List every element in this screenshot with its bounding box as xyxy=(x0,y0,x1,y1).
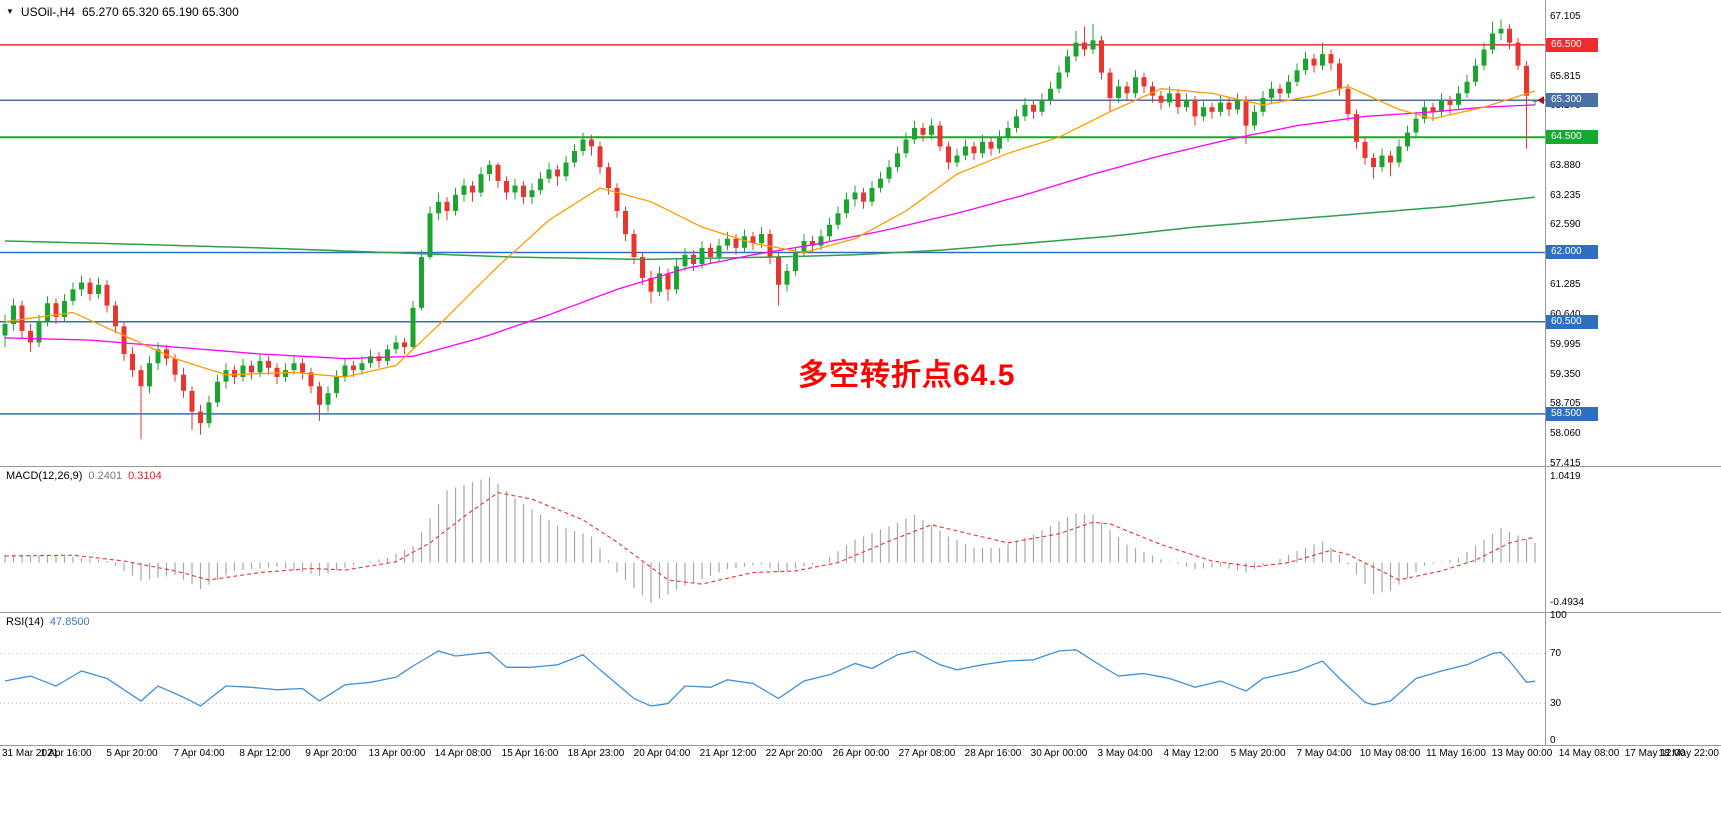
time-axis-label: 18 Apr 23:00 xyxy=(567,748,625,759)
price-axis-label: 65.815 xyxy=(1550,70,1581,82)
price-axis-label: 58.060 xyxy=(1550,428,1581,440)
time-axis-label: 30 Apr 00:00 xyxy=(1030,748,1088,759)
rsi-axis-label: 30 xyxy=(1550,697,1562,709)
ohlc-readout: 65.270 65.320 65.190 65.300 xyxy=(81,5,239,19)
price-axis-label: 57.415 xyxy=(1550,458,1581,469)
price-axis-label: 59.350 xyxy=(1550,368,1581,380)
time-axis-label: 18 May 22:00 xyxy=(1658,748,1719,759)
ma-slow-green-line xyxy=(4,196,1536,261)
time-axis-label: 8 Apr 12:00 xyxy=(239,748,291,759)
macd-main-value: 0.2401 xyxy=(88,470,123,482)
time-axis-label: 21 Apr 12:00 xyxy=(699,748,757,759)
price-axis-label: 62.590 xyxy=(1550,219,1581,231)
time-axis-label: 11 May 16:00 xyxy=(1426,748,1486,759)
time-axis-label: 22 Apr 20:00 xyxy=(765,748,823,759)
macd-histogram xyxy=(4,476,1536,603)
price-axis-label: 58.705 xyxy=(1550,398,1581,410)
price-badge-58.500: 58.500 xyxy=(1546,406,1598,421)
time-axis-label: 5 Apr 20:00 xyxy=(106,748,158,759)
chart-header: ▼ USOil-,H4 65.270 65.320 65.190 65.300 xyxy=(6,5,239,19)
rsi-axis-label: 70 xyxy=(1550,647,1562,659)
time-axis-label: 20 Apr 04:00 xyxy=(633,748,691,759)
time-axis-label: 3 May 04:00 xyxy=(1097,748,1153,759)
price-badge-65.300: 65.300 xyxy=(1546,93,1598,108)
rsi-line xyxy=(4,649,1536,707)
time-axis-label: 27 Apr 08:00 xyxy=(898,748,956,759)
time-axis-label: 9 Apr 20:00 xyxy=(305,748,357,759)
rsi-label: RSI(14) xyxy=(6,616,44,628)
macd-label: MACD(12,26,9) xyxy=(6,470,83,482)
time-axis-label: 26 Apr 00:00 xyxy=(832,748,890,759)
price-scale[interactable]: 67.10565.81565.17063.88063.23562.59061.2… xyxy=(1546,0,1721,746)
time-axis-label: 7 May 04:00 xyxy=(1296,748,1352,759)
time-axis-label: 7 Apr 04:00 xyxy=(173,748,225,759)
price-axis-label: 67.105 xyxy=(1550,11,1581,22)
time-axis-label: 14 May 08:00 xyxy=(1558,748,1620,759)
symbol-dropdown-icon[interactable]: ▼ xyxy=(6,6,14,16)
annotation-text[interactable]: 多空转折点64.5 xyxy=(798,359,1016,392)
time-axis[interactable]: 31 Mar 2021 1 Apr 16:00 5 Apr 20:00 7 Apr 0… xyxy=(0,747,1721,765)
macd-signal-line xyxy=(4,492,1536,585)
price-axis-label: 63.880 xyxy=(1550,159,1581,171)
time-axis-label: 13 May 00:00 xyxy=(1491,748,1553,759)
macd-axis-min: -0.4934 xyxy=(1550,597,1584,609)
macd-signal-value: 0.3104 xyxy=(128,470,162,482)
macd-axis-max: 1.0419 xyxy=(1550,470,1581,482)
price-axis-label: 61.285 xyxy=(1550,279,1581,291)
price-badge-62.000: 62.000 xyxy=(1546,245,1598,260)
time-axis-label: 1 Apr 16:00 xyxy=(40,748,92,759)
price-badge-64.500: 64.500 xyxy=(1546,130,1598,145)
candles xyxy=(2,19,1538,440)
time-axis-label: 10 May 08:00 xyxy=(1359,748,1421,759)
time-axis-label: 13 Apr 00:00 xyxy=(368,748,426,759)
chart-canvas[interactable] xyxy=(0,0,1721,766)
ma-mid-magenta-line xyxy=(4,104,1536,360)
time-axis-label: 15 Apr 16:00 xyxy=(501,748,559,759)
rsi-value: 47.8500 xyxy=(49,616,90,628)
price-badge-60.500: 60.500 xyxy=(1546,314,1598,329)
time-axis-label: 4 May 12:00 xyxy=(1163,748,1219,759)
last-price-arrow xyxy=(1537,96,1544,105)
price-axis-label: 59.995 xyxy=(1550,338,1581,350)
rsi-axis-label: 100 xyxy=(1550,610,1567,621)
ma-fast-orange-line xyxy=(4,85,1536,378)
time-axis-label: 17 May 12:00 xyxy=(1624,748,1686,759)
macd-label-row: MACD(12,26,9) 0.2401 0.3104 xyxy=(6,470,162,482)
time-axis-label: 5 May 20:00 xyxy=(1230,748,1286,759)
rsi-label-row: RSI(14) 47.8500 xyxy=(6,616,90,628)
time-axis-label: 14 Apr 08:00 xyxy=(434,748,492,759)
price-badge-66.500: 66.500 xyxy=(1546,37,1598,52)
rsi-axis-label: 0 xyxy=(1550,735,1556,746)
time-axis-label: 28 Apr 16:00 xyxy=(964,748,1022,759)
time-axis-label: 31 Mar 2021 xyxy=(2,748,59,759)
symbol-title: USOil-,H4 xyxy=(20,5,75,19)
price-axis-label: 63.235 xyxy=(1550,189,1581,201)
